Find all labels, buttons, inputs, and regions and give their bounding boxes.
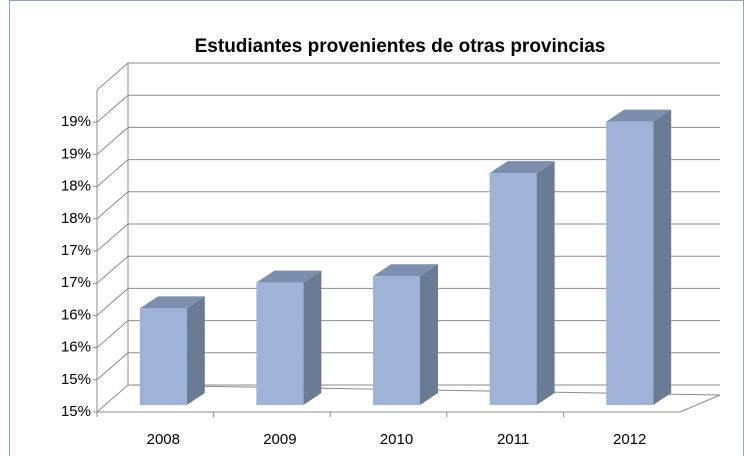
bar bbox=[373, 264, 438, 405]
y-tick-label: 18% bbox=[61, 210, 91, 227]
bar-top bbox=[373, 264, 438, 277]
y-tick-label: 15% bbox=[61, 371, 91, 388]
y-tick-label: 16% bbox=[61, 306, 91, 323]
grid-line bbox=[96, 159, 720, 187]
bar bbox=[489, 161, 555, 405]
y-tick-label: 19% bbox=[61, 145, 91, 162]
bar-top bbox=[606, 109, 672, 122]
bar-front bbox=[139, 308, 187, 405]
bar-front bbox=[373, 276, 420, 405]
bar-side bbox=[653, 109, 672, 405]
y-tick-label: 16% bbox=[61, 339, 91, 356]
bar-top bbox=[256, 270, 322, 283]
bar-top bbox=[139, 296, 205, 309]
bar-front bbox=[256, 282, 304, 405]
bar-side bbox=[536, 161, 555, 405]
grid-line bbox=[96, 126, 720, 155]
bar-side bbox=[420, 264, 438, 405]
y-tick-label: 18% bbox=[61, 178, 91, 195]
x-tick-label: 2009 bbox=[263, 431, 296, 448]
y-tick-label: 17% bbox=[61, 274, 91, 291]
bar bbox=[139, 296, 205, 405]
bar bbox=[606, 109, 672, 405]
bar-front bbox=[489, 173, 537, 405]
x-tick-label: 2010 bbox=[380, 431, 413, 448]
y-tick-label: 15% bbox=[61, 403, 91, 420]
x-tick-label: 2011 bbox=[497, 431, 529, 448]
bar-top bbox=[489, 161, 555, 174]
bar bbox=[256, 270, 322, 405]
bar-side bbox=[186, 296, 205, 405]
grid-line bbox=[96, 94, 720, 123]
bar-front bbox=[606, 121, 654, 405]
x-tick-label: 2008 bbox=[147, 431, 180, 448]
y-tick-label: 19% bbox=[61, 113, 91, 130]
y-tick-label: 17% bbox=[61, 242, 91, 259]
bar-side bbox=[303, 270, 322, 405]
x-tick-label: 2012 bbox=[613, 431, 646, 448]
chart-title: Estudiantes provenientes de otras provin… bbox=[195, 36, 606, 57]
back-wall-top bbox=[96, 62, 720, 91]
